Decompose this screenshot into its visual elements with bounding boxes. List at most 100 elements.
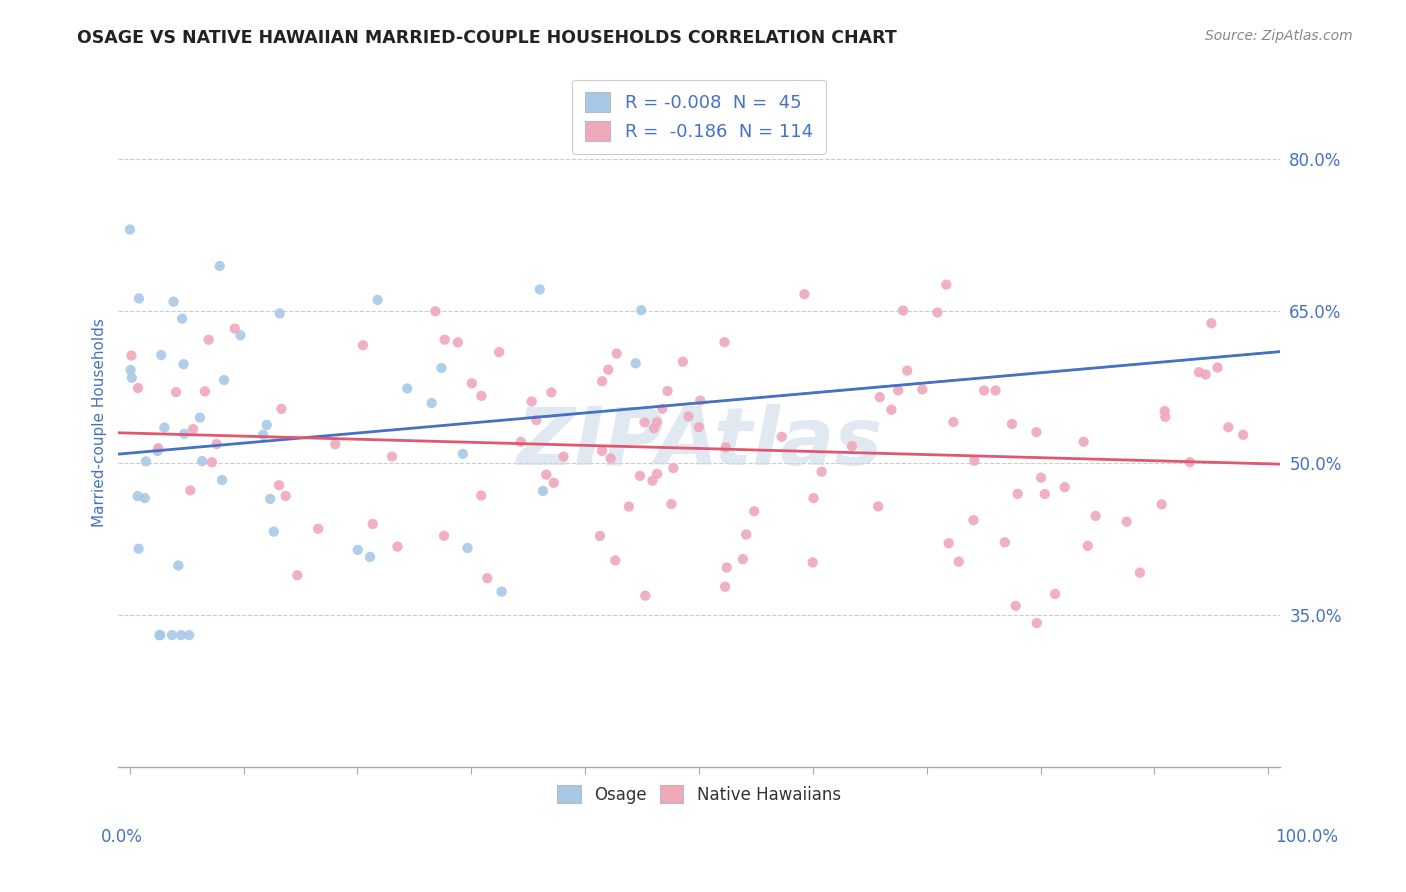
Point — [1178, 455, 1201, 469]
Point — [430, 361, 453, 376]
Point — [643, 421, 665, 435]
Point — [742, 504, 765, 518]
Point — [433, 333, 456, 347]
Text: 0.0%: 0.0% — [101, 828, 143, 846]
Point — [657, 384, 679, 398]
Point — [963, 454, 986, 468]
Point — [270, 401, 292, 416]
Point — [127, 489, 149, 503]
Point — [120, 349, 142, 363]
Point — [536, 467, 558, 482]
Point — [1029, 470, 1052, 484]
Point — [1206, 360, 1229, 375]
Point — [1007, 487, 1029, 501]
Point — [165, 385, 187, 400]
Point — [645, 415, 668, 429]
Point — [162, 294, 184, 309]
Point — [267, 478, 290, 492]
Point — [803, 491, 825, 505]
Point — [188, 410, 211, 425]
Point — [801, 556, 824, 570]
Legend: Osage, Native Hawaiians: Osage, Native Hawaiians — [551, 779, 848, 810]
Point — [491, 584, 513, 599]
Point — [181, 422, 204, 436]
Point — [599, 451, 621, 466]
Point — [984, 384, 1007, 398]
Point — [735, 527, 758, 541]
Point — [128, 292, 150, 306]
Point — [477, 571, 499, 585]
Point — [134, 491, 156, 505]
Point — [211, 473, 233, 487]
Point — [661, 497, 683, 511]
Point — [146, 444, 169, 458]
Point — [524, 413, 547, 427]
Point — [540, 385, 562, 400]
Point — [118, 222, 141, 236]
Point — [150, 348, 173, 362]
Point — [810, 465, 832, 479]
Point — [948, 555, 970, 569]
Point — [1043, 587, 1066, 601]
Point — [285, 568, 308, 582]
Point — [259, 491, 281, 506]
Point — [716, 560, 738, 574]
Point — [645, 467, 668, 481]
Point — [194, 384, 217, 399]
Point — [447, 335, 470, 350]
Point — [201, 455, 224, 469]
Point — [531, 483, 554, 498]
Point — [973, 384, 995, 398]
Point — [307, 522, 329, 536]
Point — [688, 420, 710, 434]
Point — [396, 382, 419, 396]
Text: 100.0%: 100.0% — [1275, 828, 1339, 846]
Point — [887, 384, 910, 398]
Point — [148, 628, 170, 642]
Point — [624, 356, 647, 370]
Y-axis label: Married-couple Households: Married-couple Households — [93, 318, 107, 526]
Point — [994, 535, 1017, 549]
Point — [962, 513, 984, 527]
Point — [153, 420, 176, 434]
Point — [170, 628, 193, 642]
Point — [173, 357, 195, 371]
Point — [346, 542, 368, 557]
Point — [160, 628, 183, 642]
Point — [770, 430, 793, 444]
Point — [606, 346, 628, 360]
Point — [1025, 425, 1047, 439]
Point — [1154, 409, 1177, 424]
Point — [714, 580, 737, 594]
Point — [672, 355, 695, 369]
Point — [633, 416, 655, 430]
Point — [120, 363, 142, 377]
Point — [146, 442, 169, 456]
Point — [942, 415, 965, 429]
Point — [367, 293, 389, 307]
Point — [274, 489, 297, 503]
Text: OSAGE VS NATIVE HAWAIIAN MARRIED-COUPLE HOUSEHOLDS CORRELATION CHART: OSAGE VS NATIVE HAWAIIAN MARRIED-COUPLE … — [77, 29, 897, 46]
Point — [1073, 434, 1095, 449]
Point — [433, 529, 456, 543]
Point — [457, 541, 479, 555]
Point — [605, 553, 627, 567]
Point — [1150, 497, 1173, 511]
Point — [896, 363, 918, 377]
Point — [208, 259, 231, 273]
Point — [172, 311, 194, 326]
Point — [121, 371, 143, 385]
Point — [256, 417, 278, 432]
Point — [1084, 508, 1107, 523]
Point — [269, 306, 291, 320]
Point — [630, 303, 652, 318]
Point — [149, 628, 172, 642]
Point — [451, 447, 474, 461]
Point — [1153, 404, 1175, 418]
Point — [662, 461, 685, 475]
Point — [641, 474, 664, 488]
Point — [167, 558, 190, 573]
Point — [224, 321, 246, 335]
Point — [1232, 427, 1254, 442]
Point — [179, 628, 201, 642]
